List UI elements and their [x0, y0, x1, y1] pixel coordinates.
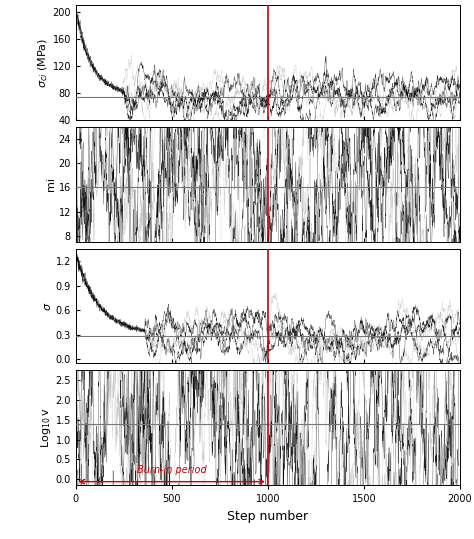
Text: Burn-in period: Burn-in period — [137, 465, 207, 475]
Y-axis label: $\sigma_{ci}$ (MPa): $\sigma_{ci}$ (MPa) — [36, 38, 50, 88]
Y-axis label: $\mathrm{Log_{10}\, v}$: $\mathrm{Log_{10}\, v}$ — [39, 407, 53, 448]
Y-axis label: mi: mi — [46, 177, 56, 191]
Y-axis label: $\sigma$: $\sigma$ — [43, 301, 53, 311]
X-axis label: Step number: Step number — [227, 510, 309, 523]
